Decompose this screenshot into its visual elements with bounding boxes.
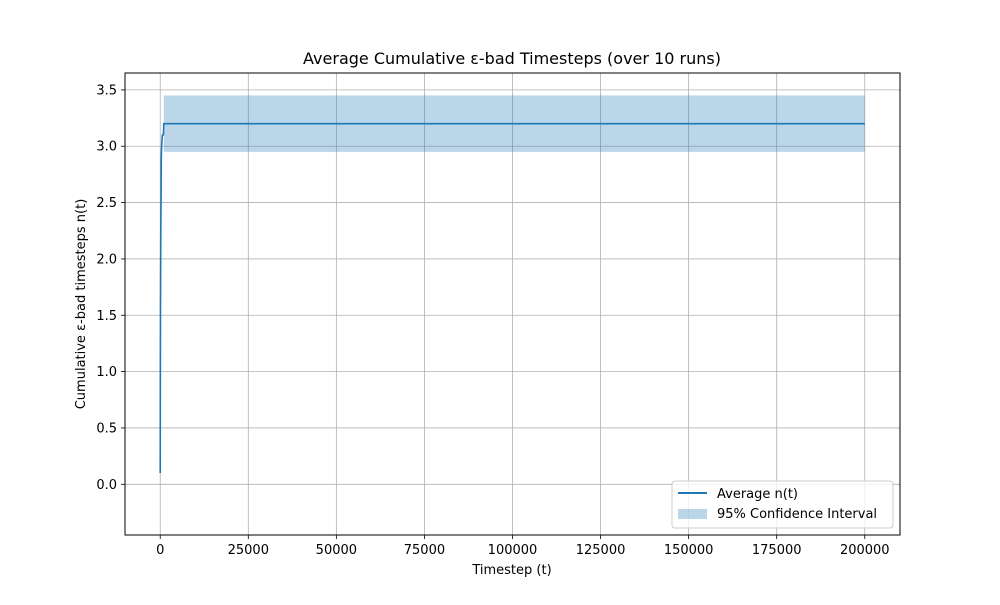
y-tick-label: 1.5 (96, 309, 117, 324)
x-tick-label: 150000 (664, 543, 714, 558)
legend-band-swatch (678, 509, 707, 519)
x-tick-label: 125000 (576, 543, 626, 558)
legend: Average n(t) 95% Confidence Interval (671, 480, 894, 529)
grid-layer (125, 73, 900, 535)
legend-label-confidence: 95% Confidence Interval (717, 507, 877, 522)
series-line-average (159, 122, 865, 474)
chart-title: Average Cumulative ε-bad Timesteps (over… (303, 49, 721, 68)
x-tick-label: 25000 (228, 543, 269, 558)
y-tick-label: 1.0 (96, 365, 117, 380)
y-tick-label: 0.5 (96, 421, 117, 436)
x-tick-label: 100000 (488, 543, 538, 558)
legend-label-average: Average n(t) (717, 487, 798, 502)
x-tick-label: 0 (156, 543, 164, 558)
x-tick-label: 200000 (840, 543, 890, 558)
y-tick-label: 3.5 (96, 83, 117, 98)
y-tick-label: 0.0 (96, 478, 117, 493)
y-tick-label: 3.0 (96, 140, 117, 155)
y-tick-label: 2.5 (96, 196, 117, 211)
x-tick-label: 75000 (404, 543, 445, 558)
legend-box (671, 480, 894, 529)
tick-layer: 0 25000 50000 75000 100000 125000 150000 175000… (96, 83, 889, 558)
x-axis-label: Timestep (t) (471, 563, 551, 578)
y-axis-label: Cumulative ε-bad timesteps n(t) (74, 199, 89, 410)
y-tick-label: 2.0 (96, 252, 117, 267)
x-tick-label: 50000 (316, 543, 357, 558)
x-tick-label: 175000 (752, 543, 802, 558)
series-layer (159, 122, 865, 474)
